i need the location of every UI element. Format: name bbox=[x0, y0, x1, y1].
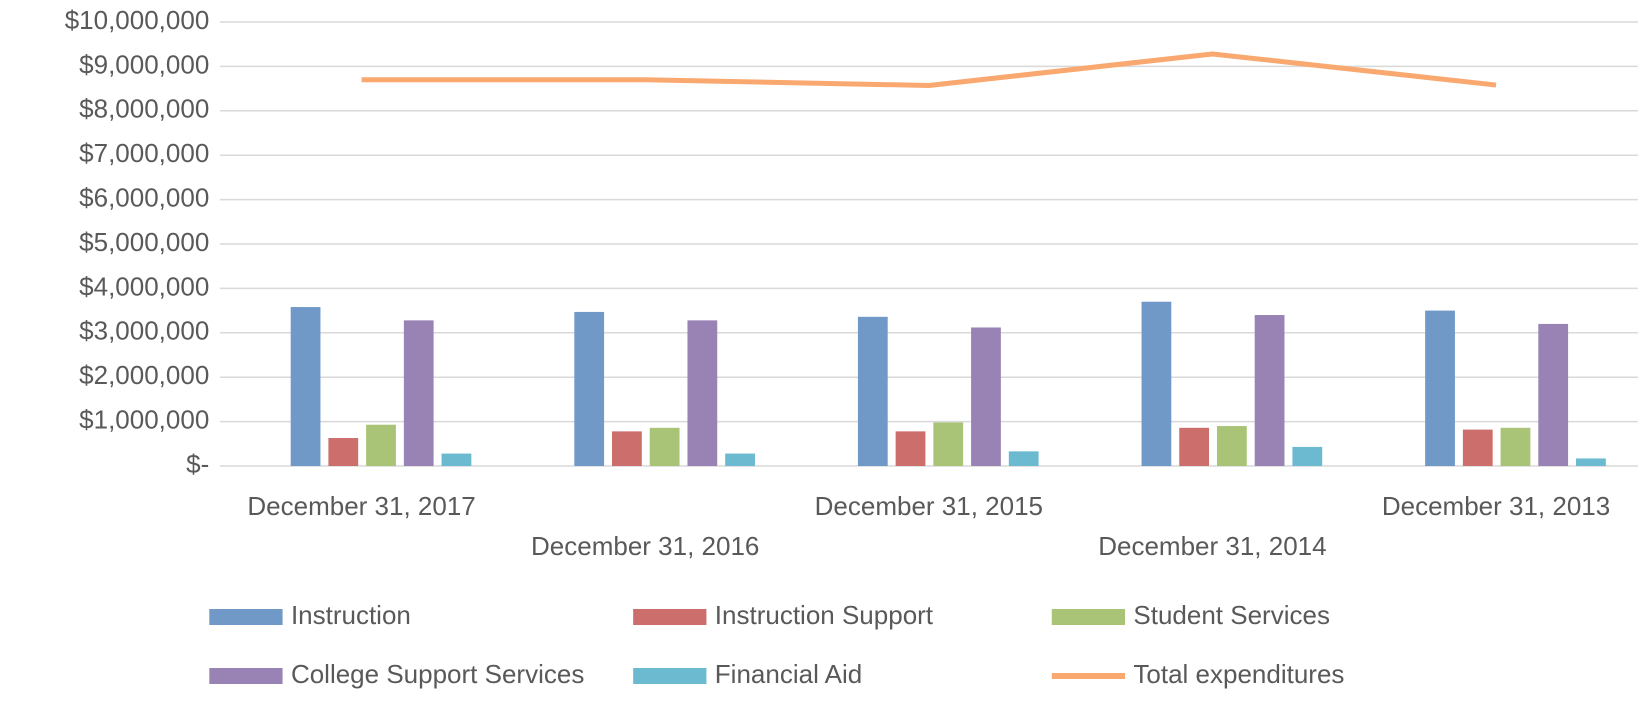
legend-label: Student Services bbox=[1133, 600, 1330, 630]
bar bbox=[403, 320, 434, 466]
legend-swatch bbox=[1051, 609, 1126, 625]
line bbox=[361, 51, 1497, 88]
legend-swatch bbox=[209, 668, 283, 684]
bar bbox=[574, 311, 605, 466]
legend-label: Instruction Support bbox=[715, 600, 934, 630]
y-tick-label: $7,000,000 bbox=[79, 138, 209, 168]
x-tick-label: December 31, 2013 bbox=[1382, 491, 1610, 521]
bar bbox=[612, 431, 642, 466]
y-tick-label: $10,000,000 bbox=[65, 5, 210, 35]
bar bbox=[1216, 426, 1247, 466]
bar bbox=[895, 431, 926, 466]
legend-swatch bbox=[633, 609, 707, 625]
bar bbox=[366, 424, 396, 466]
y-tick-label: $- bbox=[186, 449, 209, 479]
legend-label: Financial Aid bbox=[715, 659, 862, 689]
y-tick-label: $8,000,000 bbox=[79, 94, 209, 124]
y-tick-label: $4,000,000 bbox=[79, 271, 209, 301]
bar bbox=[649, 427, 680, 466]
legend-label: Instruction bbox=[291, 600, 411, 630]
x-tick-label: December 31, 2014 bbox=[1098, 531, 1326, 561]
bar bbox=[971, 327, 1001, 466]
bar bbox=[1576, 458, 1606, 466]
bar bbox=[290, 307, 321, 466]
bar bbox=[1462, 429, 1493, 466]
bar bbox=[857, 316, 888, 466]
bar bbox=[1292, 446, 1323, 466]
legend-swatch bbox=[633, 668, 707, 684]
bar bbox=[725, 453, 755, 466]
y-tick-label: $1,000,000 bbox=[79, 404, 209, 434]
bar bbox=[1425, 310, 1455, 466]
bar bbox=[933, 422, 964, 466]
bar bbox=[1254, 315, 1285, 466]
y-tick-label: $2,000,000 bbox=[79, 360, 209, 390]
y-tick-label: $9,000,000 bbox=[79, 49, 209, 79]
bar bbox=[441, 453, 472, 466]
bar bbox=[687, 320, 718, 466]
x-tick-label: December 31, 2016 bbox=[531, 531, 759, 561]
legend-label: Total expenditures bbox=[1133, 659, 1344, 689]
legend-label: College Support Services bbox=[291, 659, 584, 689]
bar bbox=[328, 438, 359, 466]
bar bbox=[1008, 451, 1039, 466]
x-tick-label: December 31, 2015 bbox=[815, 491, 1043, 521]
bar bbox=[1538, 323, 1569, 466]
y-tick-label: $6,000,000 bbox=[79, 182, 209, 212]
y-tick-label: $5,000,000 bbox=[79, 227, 209, 257]
y-tick-label: $3,000,000 bbox=[79, 316, 209, 346]
legend-swatch bbox=[209, 609, 283, 625]
bar bbox=[1141, 301, 1172, 466]
bar bbox=[1179, 427, 1210, 466]
bar bbox=[1500, 427, 1531, 466]
x-tick-label: December 31, 2017 bbox=[247, 491, 475, 521]
